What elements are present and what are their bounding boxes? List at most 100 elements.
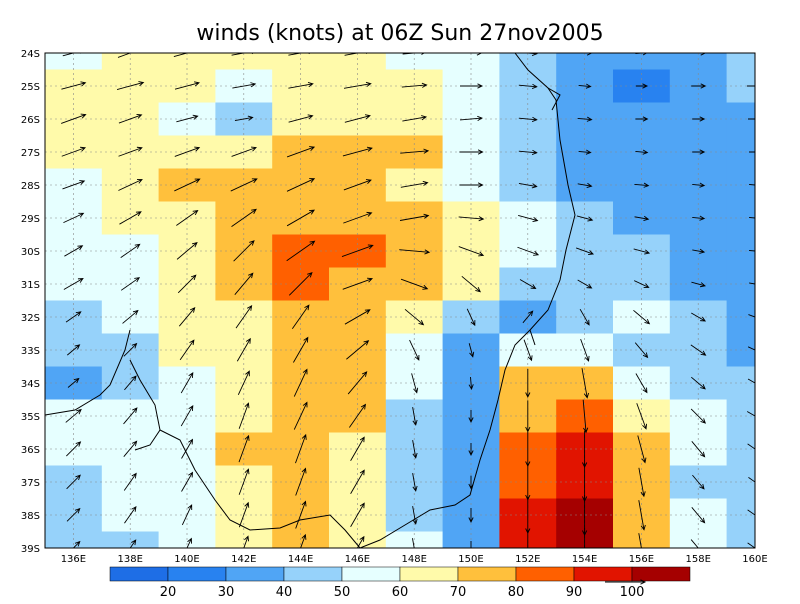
wind-arrow <box>344 309 371 325</box>
lon-label: 158E <box>685 554 710 565</box>
wind-arrow <box>231 53 254 56</box>
wind-arrow <box>748 118 755 120</box>
colorbar-box <box>109 566 169 582</box>
wind-arrow <box>747 509 755 516</box>
colorbar-box <box>225 566 285 582</box>
lon-label: 148E <box>401 554 426 565</box>
wind-arrow <box>117 53 132 58</box>
lat-label: 38S <box>21 511 40 522</box>
wind-arrow <box>66 507 81 522</box>
wind-arrow <box>288 53 311 56</box>
lat-label: 37S <box>21 478 40 489</box>
wind-arrow <box>64 245 84 257</box>
lat-label: 30S <box>21 247 40 258</box>
wind-arrow <box>691 312 707 322</box>
speed-cell <box>669 53 728 70</box>
wind-arrow <box>356 535 365 548</box>
wind-arrow <box>174 81 200 90</box>
wind-arrow <box>178 307 196 327</box>
wind-arrow <box>236 337 251 362</box>
wind-arrow <box>180 405 194 427</box>
wind-arrow <box>124 375 137 391</box>
wind-arrow <box>577 53 593 56</box>
wind-arrow <box>231 146 257 157</box>
wind-arrow <box>181 504 193 526</box>
wind-arrow <box>400 148 430 154</box>
wind-arrow <box>288 82 314 89</box>
wind-arrow <box>123 472 137 491</box>
wind-arrow <box>349 403 367 428</box>
wind-arrow <box>690 408 707 424</box>
wind-arrow <box>412 506 418 525</box>
wind-arrow <box>181 471 194 492</box>
wind-arrow <box>578 149 592 155</box>
wind-arrow <box>120 243 141 259</box>
wind-arrow <box>295 500 307 529</box>
wind-arrow <box>634 342 649 359</box>
wind-arrow <box>176 114 199 123</box>
colorbar-label: 60 <box>392 585 409 600</box>
colorbar-box <box>283 566 343 582</box>
lat-label: 28S <box>21 181 40 192</box>
wind-arrow <box>747 346 755 351</box>
lon-label: 152E <box>515 554 540 565</box>
wind-arrow <box>66 474 81 490</box>
wind-arrow <box>174 146 201 157</box>
wind-arrow <box>692 248 706 254</box>
wind-arrow <box>692 149 706 155</box>
colorbar-box <box>457 566 517 582</box>
lat-label: 26S <box>21 115 40 126</box>
wind-arrow <box>129 539 137 548</box>
wind-arrow <box>400 278 429 290</box>
lat-label: 24S <box>21 49 40 60</box>
wind-arrow <box>123 342 138 357</box>
lat-label: 35S <box>21 412 40 423</box>
wind-arrow <box>690 344 707 356</box>
colorbar-box <box>573 566 633 582</box>
lat-label: 31S <box>21 280 40 291</box>
wind-arrow <box>118 178 143 191</box>
lat-label: 25S <box>21 82 40 93</box>
colorbar-box <box>631 566 691 582</box>
wind-arrow <box>288 114 314 123</box>
wind-arrow <box>459 149 484 155</box>
lon-label: 144E <box>288 554 313 565</box>
wind-arrow <box>402 53 425 55</box>
wind-arrow <box>691 441 706 458</box>
wind-arrow <box>61 81 87 90</box>
wind-arrow <box>346 340 370 360</box>
wind-arrow <box>181 438 194 459</box>
lat-label: 34S <box>21 379 40 390</box>
wind-arrow <box>522 310 534 324</box>
speed-cell <box>726 531 755 548</box>
wind-arrow <box>517 246 540 256</box>
wind-arrow <box>118 113 143 124</box>
wind-arrow <box>461 275 481 293</box>
wind-arrow <box>237 370 250 395</box>
wind-arrow <box>293 368 308 397</box>
wind-arrow <box>230 178 258 192</box>
wind-arrow <box>291 304 310 330</box>
wind-arrow <box>63 277 84 290</box>
wind-arrow <box>468 376 474 391</box>
wind-arrow <box>523 339 533 362</box>
lat-label: 33S <box>21 346 40 357</box>
wind-arrow <box>179 339 195 361</box>
wind-arrow <box>577 116 593 122</box>
wind-arrow <box>747 443 755 450</box>
wind-arrow <box>399 213 430 221</box>
wind-arrow <box>582 399 589 434</box>
wind-arrow <box>748 184 755 186</box>
speed-cell <box>499 53 557 70</box>
wind-arrow <box>638 533 642 548</box>
wind-arrow <box>577 279 593 289</box>
wind-arrow <box>635 116 649 122</box>
wind-arrow <box>186 537 192 548</box>
wind-vectors <box>61 53 755 548</box>
wind-arrow <box>61 113 87 124</box>
wind-arrow <box>747 542 755 548</box>
wind-arrow <box>522 53 538 56</box>
speed-cell <box>158 53 216 70</box>
speed-cell <box>329 53 387 70</box>
wind-arrow <box>350 436 365 462</box>
